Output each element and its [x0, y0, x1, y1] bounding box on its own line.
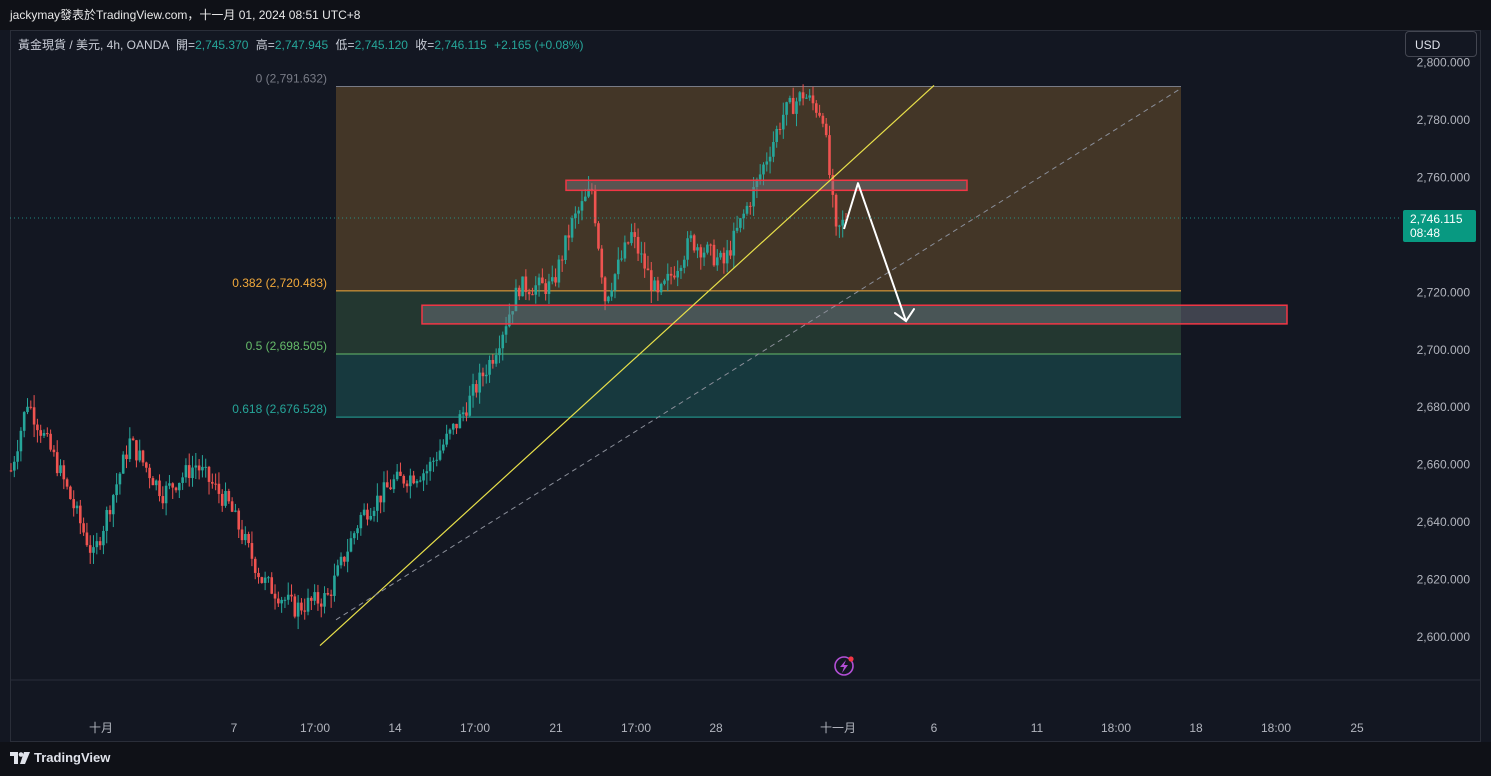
currency-button[interactable]: USD — [1405, 31, 1477, 57]
open-label: 開= — [176, 38, 196, 52]
low-label: 低= — [335, 38, 355, 52]
high-label: 高= — [255, 38, 275, 52]
open-value: 2,745.370 — [195, 38, 249, 52]
chart-frame — [10, 30, 1481, 742]
brand-name: TradingView — [34, 750, 111, 765]
change-value: +2.165 (+0.08%) — [494, 38, 584, 52]
tradingview-logo-icon — [10, 751, 30, 764]
symbol-legend: 黃金現貨 / 美元, 4h, OANDA 開=2,745.370 高=2,747… — [18, 36, 584, 53]
chart-caption: jackymay發表於TradingView.com，十一月 01, 2024 … — [0, 0, 1491, 30]
close-value: 2,746.115 — [434, 38, 487, 52]
close-label: 收= — [415, 38, 435, 52]
footer-bar — [0, 742, 1491, 776]
tradingview-logo[interactable]: TradingView — [10, 750, 110, 765]
symbol-name[interactable]: 黃金現貨 / 美元, 4h, OANDA — [18, 38, 169, 52]
high-value: 2,747.945 — [274, 38, 329, 52]
low-value: 2,745.120 — [354, 38, 408, 52]
